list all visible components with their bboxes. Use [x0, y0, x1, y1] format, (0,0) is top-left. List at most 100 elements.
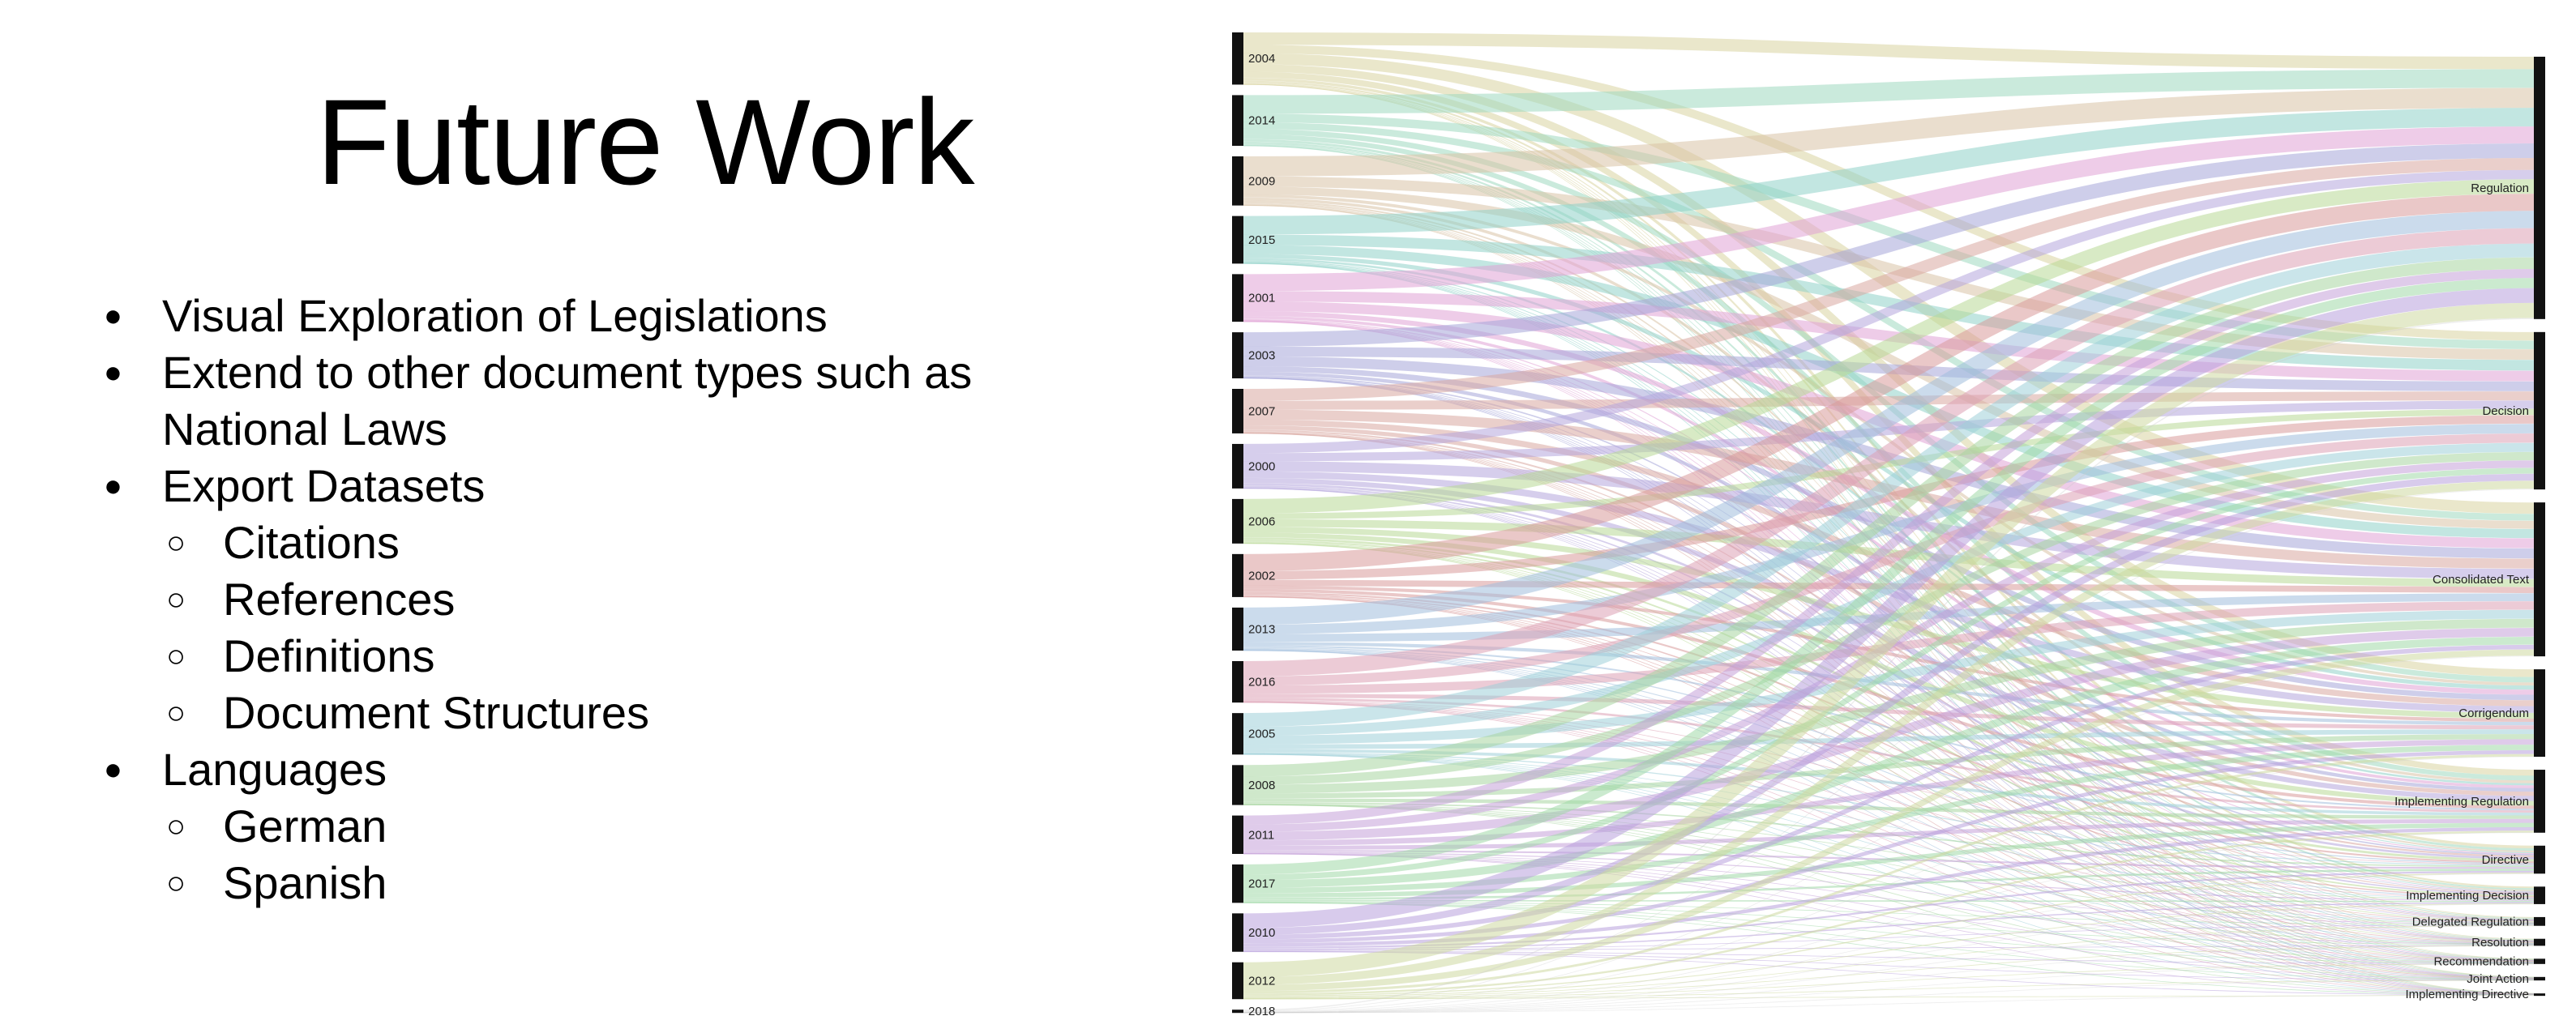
source-label-2003: 2003 — [1248, 349, 1275, 363]
link-2002-to-implementing-regulation — [1243, 588, 2535, 809]
link-2006-to-consolidated-text — [1243, 519, 2535, 587]
target-label-regulation: Regulation — [2471, 181, 2529, 195]
link-2011-to-joint-action — [1243, 853, 2535, 980]
bullet-languages: Languages — [97, 741, 972, 798]
link-2010-to-directive — [1243, 870, 2535, 949]
link-2018-to-resolution — [1243, 945, 2535, 1014]
link-2007-to-recommendation — [1243, 433, 2535, 962]
link-2017-to-directive — [1243, 869, 2535, 900]
link-2010-to-implementing-decision — [1243, 902, 2535, 950]
link-2005-to-resolution — [1243, 753, 2535, 945]
target-label-directive: Directive — [2482, 853, 2529, 867]
link-2006-to-implementing-regulation — [1243, 532, 2535, 806]
source-node-2009 — [1232, 156, 1243, 206]
target-node-joint-action — [2534, 976, 2545, 981]
link-2015-to-corrigendum — [1243, 254, 2535, 690]
link-2017-to-joint-action — [1243, 902, 2535, 980]
source-label-2012: 2012 — [1248, 974, 1275, 988]
link-2009-to-regulation — [1243, 88, 2535, 177]
link-2018-to-delegated-regulation — [1243, 925, 2535, 1014]
link-2011-to-resolution — [1243, 852, 2535, 945]
link-2005-to-joint-action — [1243, 753, 2535, 980]
link-2008-to-decision — [1243, 451, 2535, 785]
link-2000-to-recommendation — [1243, 488, 2535, 962]
source-node-2017 — [1232, 864, 1243, 903]
subbullet-spanish: Spanish — [97, 855, 972, 911]
source-label-2014: 2014 — [1248, 114, 1275, 128]
source-node-2016 — [1232, 660, 1243, 703]
bullet-extend-line-2: National Laws — [162, 403, 447, 455]
link-2018-to-joint-action — [1243, 980, 2535, 1014]
subbullet-german: German — [97, 798, 972, 855]
source-node-2010 — [1232, 913, 1243, 952]
target-label-decision: Decision — [2482, 404, 2529, 418]
link-2013-to-joint-action — [1243, 650, 2535, 980]
link-2005-to-implementing-regulation — [1243, 749, 2535, 816]
link-2017-to-implementing-regulation — [1243, 822, 2535, 898]
source-node-2005 — [1232, 713, 1243, 755]
link-2018-to-consolidated-text — [1243, 655, 2535, 1013]
target-node-regulation — [2534, 57, 2545, 319]
target-label-implementing-decision: Implementing Decision — [2406, 889, 2529, 903]
link-2008-to-implementing-directive — [1243, 805, 2535, 996]
link-2014-to-regulation — [1243, 69, 2535, 114]
link-2006-to-decision — [1243, 408, 2535, 520]
source-node-2014 — [1232, 95, 1243, 146]
source-label-2004: 2004 — [1248, 52, 1275, 66]
link-2016-to-implementing-regulation — [1243, 698, 2535, 813]
link-2008-to-implementing-decision — [1243, 803, 2535, 900]
link-2012-to-corrigendum — [1243, 753, 2535, 994]
source-label-2009: 2009 — [1248, 174, 1275, 188]
link-2000-to-decision — [1243, 400, 2535, 462]
subbullet-document-structures: Document Structures — [97, 685, 972, 741]
link-2012-to-decision — [1243, 480, 2535, 985]
source-node-2001 — [1232, 274, 1243, 322]
link-2013-to-decision — [1243, 424, 2535, 634]
target-node-corrigendum — [2534, 669, 2545, 758]
source-label-2005: 2005 — [1248, 728, 1275, 741]
link-2010-to-regulation — [1243, 288, 2535, 928]
link-2016-to-decision — [1243, 433, 2535, 686]
link-2011-to-recommendation — [1243, 853, 2535, 963]
bullet-export-datasets: Export Datasets — [97, 458, 972, 514]
link-2016-to-regulation — [1243, 228, 2535, 677]
target-label-delegated-regulation: Delegated Regulation — [2412, 915, 2529, 928]
target-label-joint-action: Joint Action — [2467, 972, 2529, 986]
target-node-resolution — [2534, 938, 2545, 946]
target-node-implementing-directive — [2534, 993, 2545, 997]
link-2001-to-regulation — [1243, 126, 2535, 292]
link-2012-to-regulation — [1243, 302, 2535, 978]
source-node-2008 — [1232, 765, 1243, 805]
link-2018-to-directive — [1243, 873, 2535, 1014]
link-2000-to-regulation — [1243, 169, 2535, 454]
source-label-2010: 2010 — [1248, 926, 1275, 940]
link-2018-to-implementing-directive — [1243, 994, 2535, 1014]
source-node-2004 — [1232, 32, 1243, 85]
link-2012-to-delegated-regulation — [1243, 925, 2535, 998]
link-2001-to-decision — [1243, 291, 2535, 382]
source-label-2002: 2002 — [1248, 569, 1275, 583]
link-2018-to-regulation — [1243, 318, 2535, 1011]
link-2016-to-joint-action — [1243, 702, 2535, 980]
link-2013-to-regulation — [1243, 211, 2535, 625]
link-2017-to-regulation — [1243, 278, 2535, 875]
link-2014-to-consolidated-text — [1243, 122, 2535, 521]
target-node-decision — [2534, 331, 2545, 490]
source-label-2017: 2017 — [1248, 877, 1275, 891]
bullet-visual-exploration: Visual Exploration of Legislations — [97, 288, 972, 344]
target-node-consolidated-text — [2534, 502, 2545, 657]
link-2017-to-consolidated-text — [1243, 637, 2535, 888]
subbullet-citations: Citations — [97, 514, 972, 571]
link-2015-to-regulation — [1243, 108, 2535, 235]
target-label-implementing-regulation: Implementing Regulation — [2394, 795, 2529, 809]
link-2002-to-decision — [1243, 415, 2535, 580]
source-label-2008: 2008 — [1248, 779, 1275, 792]
link-2008-to-implementing-regulation — [1243, 798, 2535, 819]
target-label-corrigendum: Corrigendum — [2458, 706, 2529, 720]
source-label-2011: 2011 — [1248, 828, 1274, 842]
target-label-consolidated-text: Consolidated Text — [2433, 573, 2530, 587]
link-2018-to-decision — [1243, 489, 2535, 1012]
target-node-implementing-decision — [2534, 886, 2545, 904]
source-node-2018 — [1232, 1010, 1243, 1014]
target-node-recommendation — [2534, 958, 2545, 964]
